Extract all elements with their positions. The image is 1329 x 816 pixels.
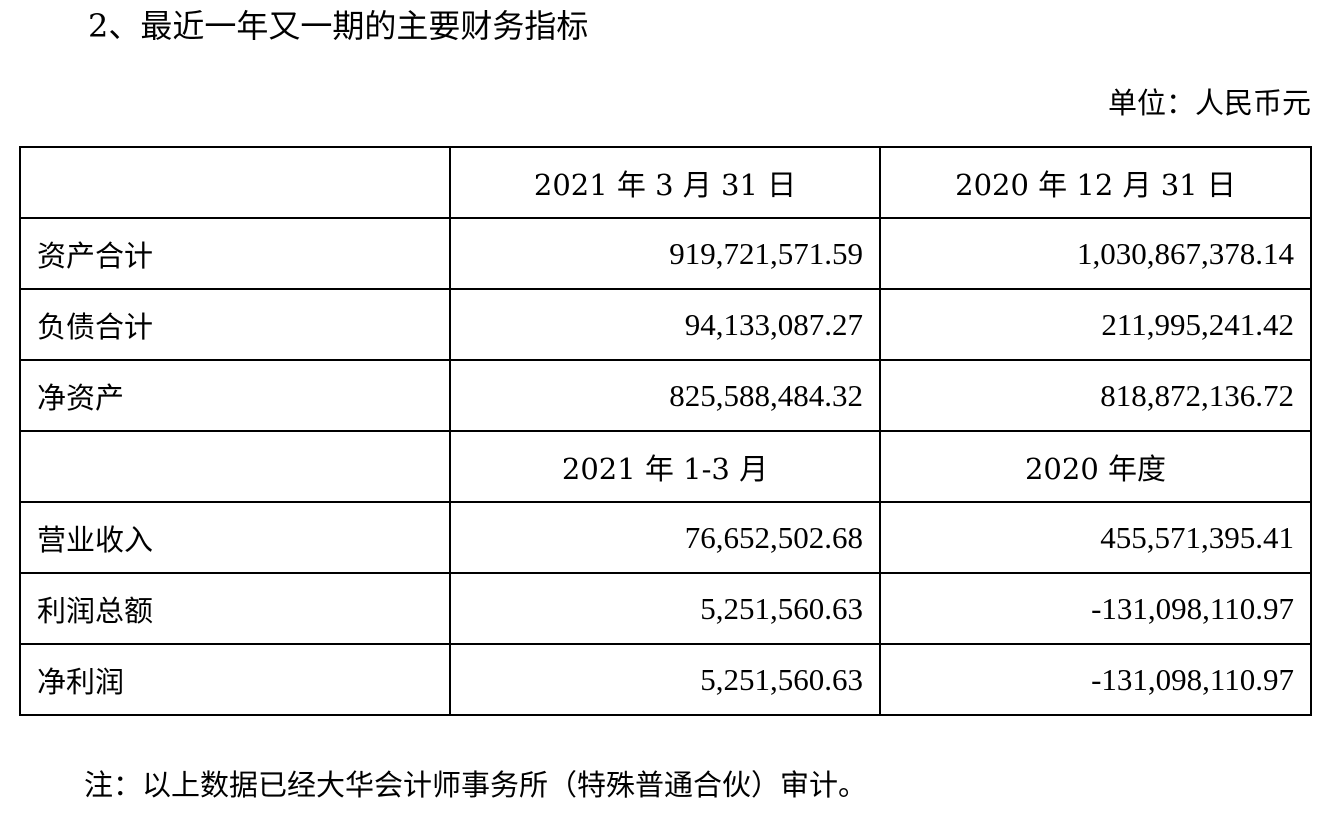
table-row: 资产合计 919,721,571.59 1,030,867,378.14 — [19, 217, 1312, 290]
table-row: 净资产 825,588,484.32 818,872,136.72 — [19, 359, 1312, 432]
value-net-profit-2020: -131,098,110.97 — [879, 643, 1312, 716]
table-subheader-row: 2021 年 1-3 月 2020 年度 — [19, 430, 1312, 503]
row-label-total-liabilities: 负债合计 — [19, 288, 451, 361]
table-row: 营业收入 76,652,502.68 455,571,395.41 — [19, 501, 1312, 574]
row-label-net-profit: 净利润 — [19, 643, 451, 716]
row-label-revenue: 营业收入 — [19, 501, 451, 574]
value-total-liabilities-2021: 94,133,087.27 — [449, 288, 881, 361]
audit-note: 注：以上数据已经大华会计师事务所（特殊普通合伙）审计。 — [84, 768, 868, 802]
value-total-assets-2020: 1,030,867,378.14 — [879, 217, 1312, 290]
table-row: 净利润 5,251,560.63 -131,098,110.97 — [19, 643, 1312, 716]
value-net-assets-2021: 825,588,484.32 — [449, 359, 881, 432]
header-2021-q1-end: 2021 年 3 月 31 日 — [449, 146, 881, 219]
value-net-assets-2020: 818,872,136.72 — [879, 359, 1312, 432]
value-net-profit-2021: 5,251,560.63 — [449, 643, 881, 716]
header-blank-cell — [19, 146, 451, 219]
unit-label: 单位：人民币元 — [1107, 86, 1311, 120]
row-label-total-assets: 资产合计 — [19, 217, 451, 290]
value-revenue-2021: 76,652,502.68 — [449, 501, 881, 574]
subheader-blank-cell — [19, 430, 451, 503]
value-total-assets-2021: 919,721,571.59 — [449, 217, 881, 290]
subheader-2021-q1: 2021 年 1-3 月 — [449, 430, 881, 503]
value-revenue-2020: 455,571,395.41 — [879, 501, 1312, 574]
value-total-liabilities-2020: 211,995,241.42 — [879, 288, 1312, 361]
row-label-net-assets: 净资产 — [19, 359, 451, 432]
financial-indicators-table: 2021 年 3 月 31 日 2020 年 12 月 31 日 资产合计 91… — [19, 146, 1312, 716]
table-row: 负债合计 94,133,087.27 211,995,241.42 — [19, 288, 1312, 361]
table-header-row: 2021 年 3 月 31 日 2020 年 12 月 31 日 — [19, 146, 1312, 219]
table-row: 利润总额 5,251,560.63 -131,098,110.97 — [19, 572, 1312, 645]
value-total-profit-2020: -131,098,110.97 — [879, 572, 1312, 645]
value-total-profit-2021: 5,251,560.63 — [449, 572, 881, 645]
row-label-total-profit: 利润总额 — [19, 572, 451, 645]
header-2020-year-end: 2020 年 12 月 31 日 — [879, 146, 1312, 219]
section-heading: 2、最近一年又一期的主要财务指标 — [88, 7, 589, 45]
subheader-2020-year: 2020 年度 — [879, 430, 1312, 503]
